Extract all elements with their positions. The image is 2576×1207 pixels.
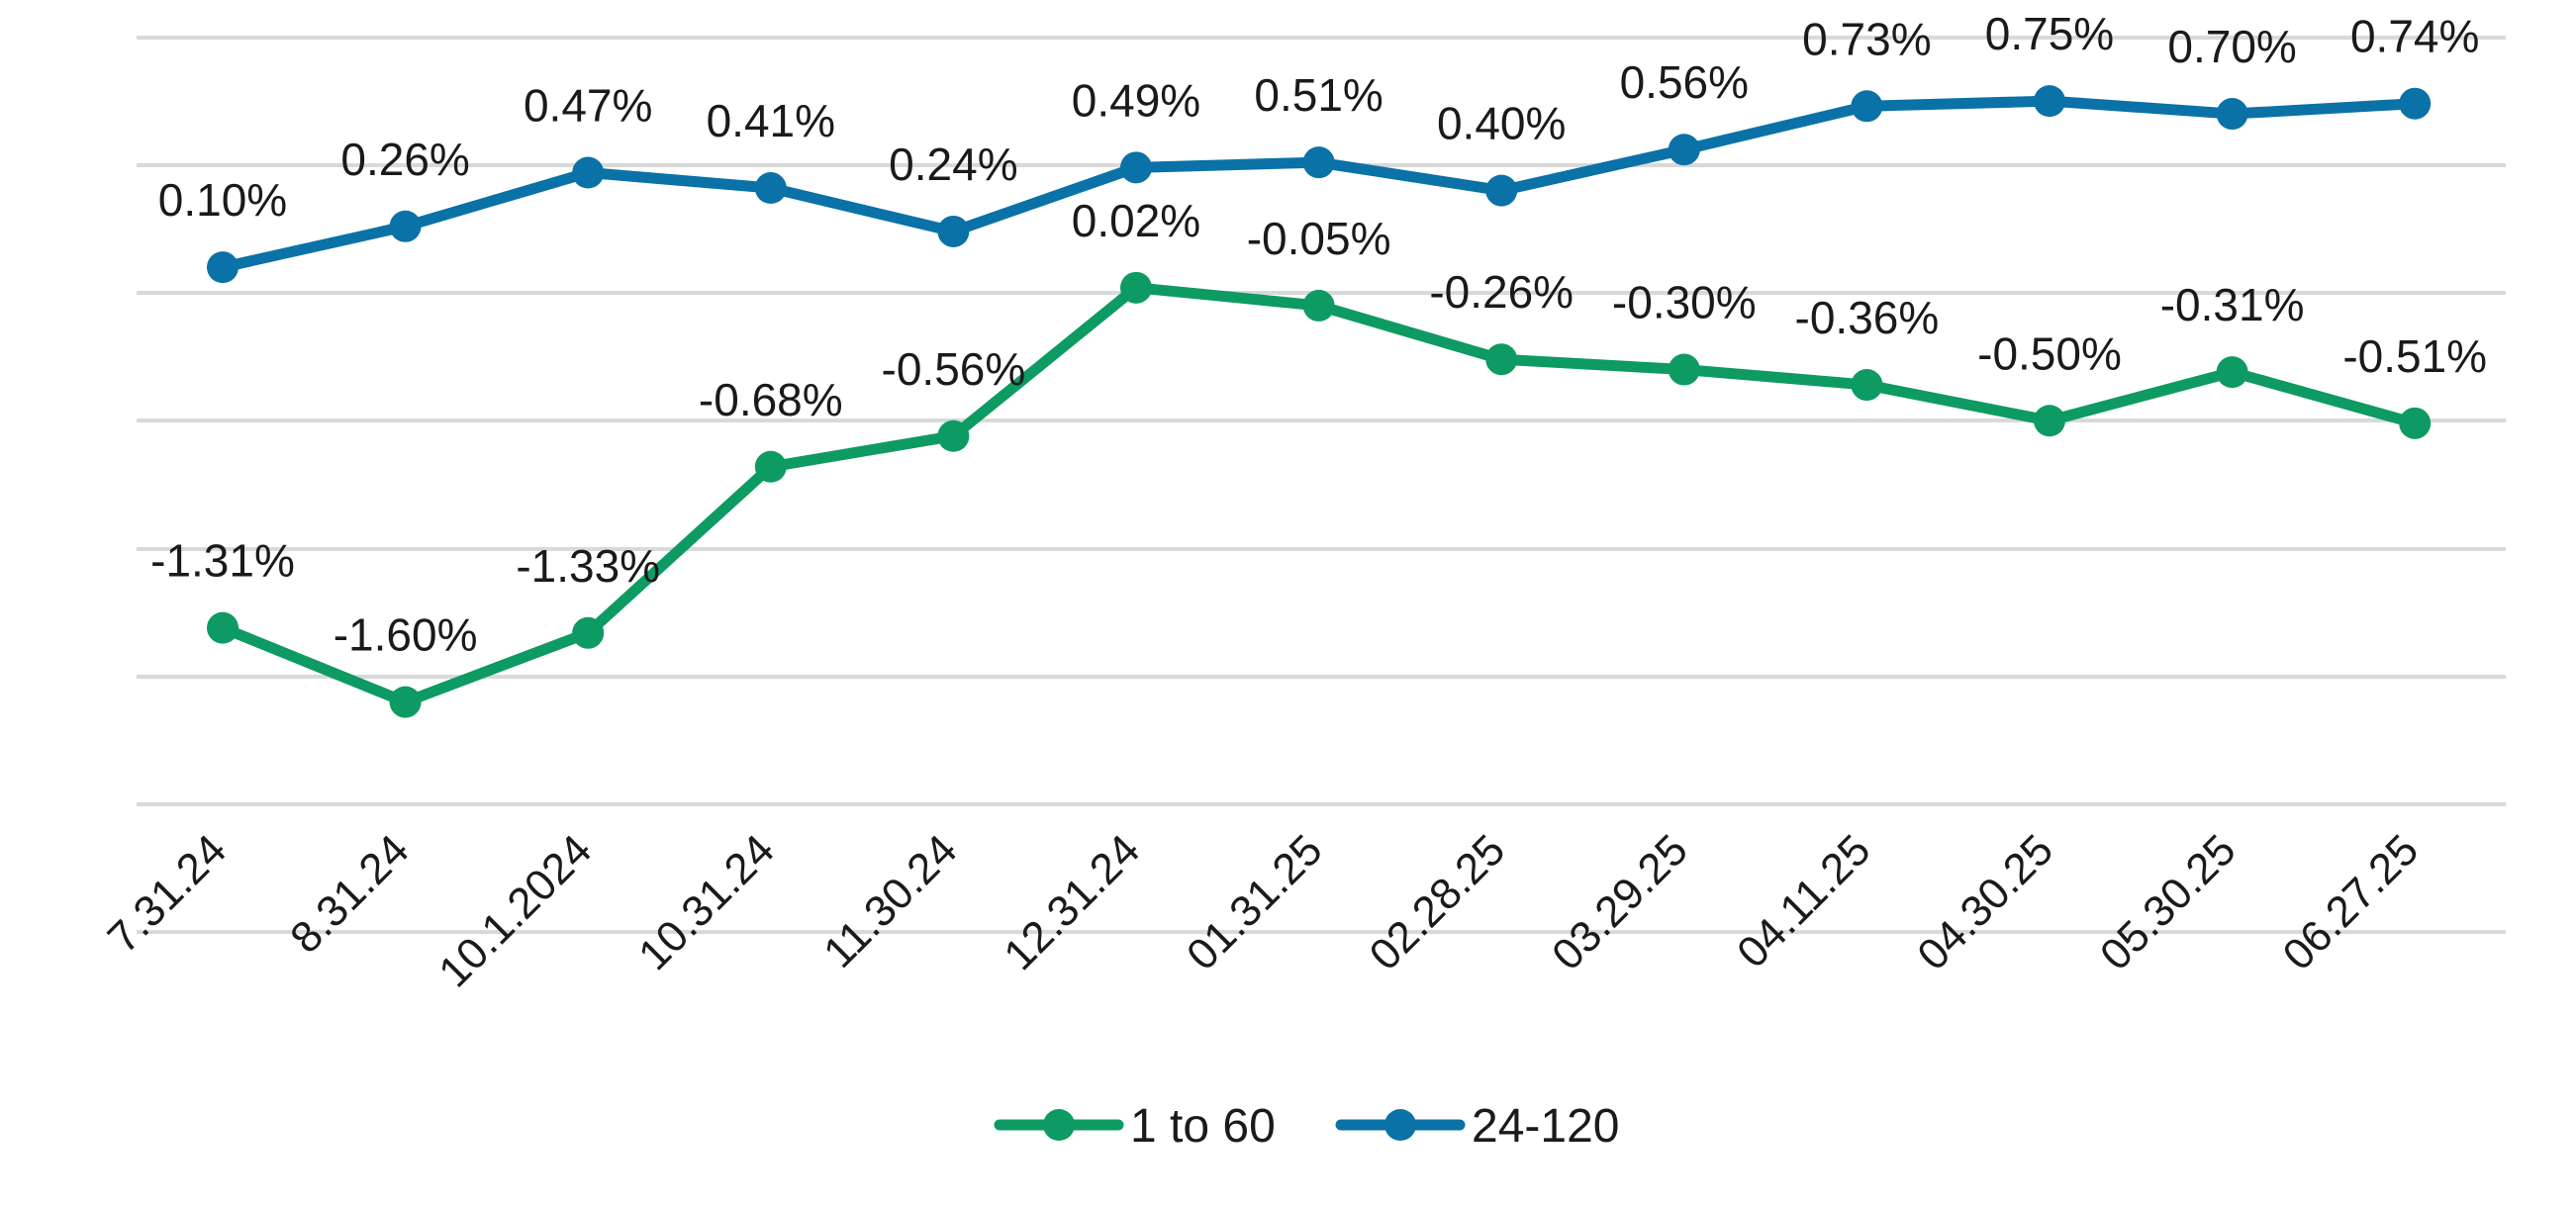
data-label: 0.70% [2167, 21, 2296, 72]
data-label: 0.74% [2350, 11, 2479, 62]
data-point [207, 251, 239, 284]
legend-item: 24-120 [1335, 1100, 1619, 1153]
x-tick-label: 03.29.25 [1543, 825, 1697, 979]
data-point [1302, 289, 1335, 322]
series-lines [207, 85, 2432, 718]
x-tick-label: 10.1.2024 [429, 825, 601, 996]
x-tick-label: 04.11.25 [1728, 825, 1879, 976]
data-label: 0.26% [340, 134, 469, 185]
legend-label: 1 to 60 [1130, 1100, 1276, 1153]
data-label: 0.02% [1072, 195, 1200, 246]
x-tick-label: 06.27.25 [2274, 825, 2429, 979]
data-label: -0.51% [2342, 330, 2487, 382]
legend: 1 to 60 24-120 [994, 1100, 1619, 1153]
data-point [2034, 85, 2065, 118]
data-point [2216, 356, 2248, 389]
data-label: -0.68% [699, 374, 843, 425]
data-point [1851, 90, 1883, 123]
data-label: 0.73% [1802, 13, 1931, 64]
data-label: 0.47% [524, 80, 652, 132]
data-point [1668, 134, 1700, 166]
data-label: 0.40% [1437, 98, 1566, 149]
data-point [1851, 369, 1883, 402]
data-point [937, 419, 970, 452]
data-point [1120, 151, 1152, 184]
data-point [1485, 174, 1518, 207]
series-green [207, 271, 2432, 718]
legend-swatch-marker [1043, 1109, 1075, 1141]
data-label: -0.26% [1429, 266, 1574, 318]
data-point [2399, 407, 2432, 439]
x-tick-label: 04.30.25 [1908, 825, 2062, 979]
data-point [389, 686, 422, 718]
legend-item: 1 to 60 [994, 1100, 1276, 1153]
data-point [2034, 405, 2065, 437]
data-point [572, 156, 605, 189]
data-point [389, 210, 422, 242]
data-point [2216, 98, 2248, 131]
data-point [754, 450, 787, 483]
data-label: 0.41% [707, 95, 835, 146]
x-tick-label: 12.31.24 [995, 825, 1149, 979]
data-label: 0.49% [1072, 74, 1200, 126]
data-point [2399, 87, 2432, 120]
data-point [937, 215, 970, 247]
x-tick-label: 7.31.24 [99, 825, 236, 962]
data-point [207, 611, 239, 644]
x-tick-label: 11.30.24 [814, 825, 966, 976]
data-point [1485, 343, 1518, 376]
data-label: -0.36% [1795, 292, 1940, 343]
data-label: 0.56% [1620, 56, 1749, 108]
data-label: 0.10% [158, 174, 287, 226]
data-label: 0.51% [1254, 69, 1383, 121]
data-point [572, 616, 605, 649]
legend-swatch-marker [1384, 1109, 1416, 1141]
data-point [754, 172, 787, 205]
data-label: 0.75% [1985, 8, 2114, 59]
series-blue [207, 85, 2432, 284]
legend-label: 24-120 [1472, 1100, 1619, 1153]
data-point [1668, 353, 1700, 386]
data-labels: -1.31% -1.60% -1.33% -0.68% -0.56% 0.02% -0.05… [150, 8, 2487, 660]
x-axis-tick-labels: 7.31.24 8.31.24 10.1.2024 10.31.24 11.30.24 1… [99, 825, 2429, 996]
data-point [1120, 271, 1152, 304]
data-label: -0.31% [2160, 279, 2305, 330]
x-tick-label: 02.28.25 [1361, 825, 1515, 979]
data-label: -1.31% [150, 535, 295, 587]
data-label: -0.50% [1977, 327, 2122, 379]
data-label: -1.60% [334, 609, 478, 661]
x-tick-label: 8.31.24 [281, 825, 418, 962]
x-tick-label: 10.31.24 [629, 825, 784, 979]
x-tick-label: 01.31.25 [1178, 825, 1332, 979]
data-label: -0.30% [1612, 277, 1757, 328]
data-point [1302, 146, 1335, 179]
data-label: 0.24% [889, 139, 1017, 190]
data-label: -0.05% [1247, 213, 1391, 264]
x-tick-label: 05.30.25 [2091, 825, 2245, 979]
data-label: -0.56% [882, 343, 1026, 395]
data-label: -1.33% [516, 540, 660, 592]
